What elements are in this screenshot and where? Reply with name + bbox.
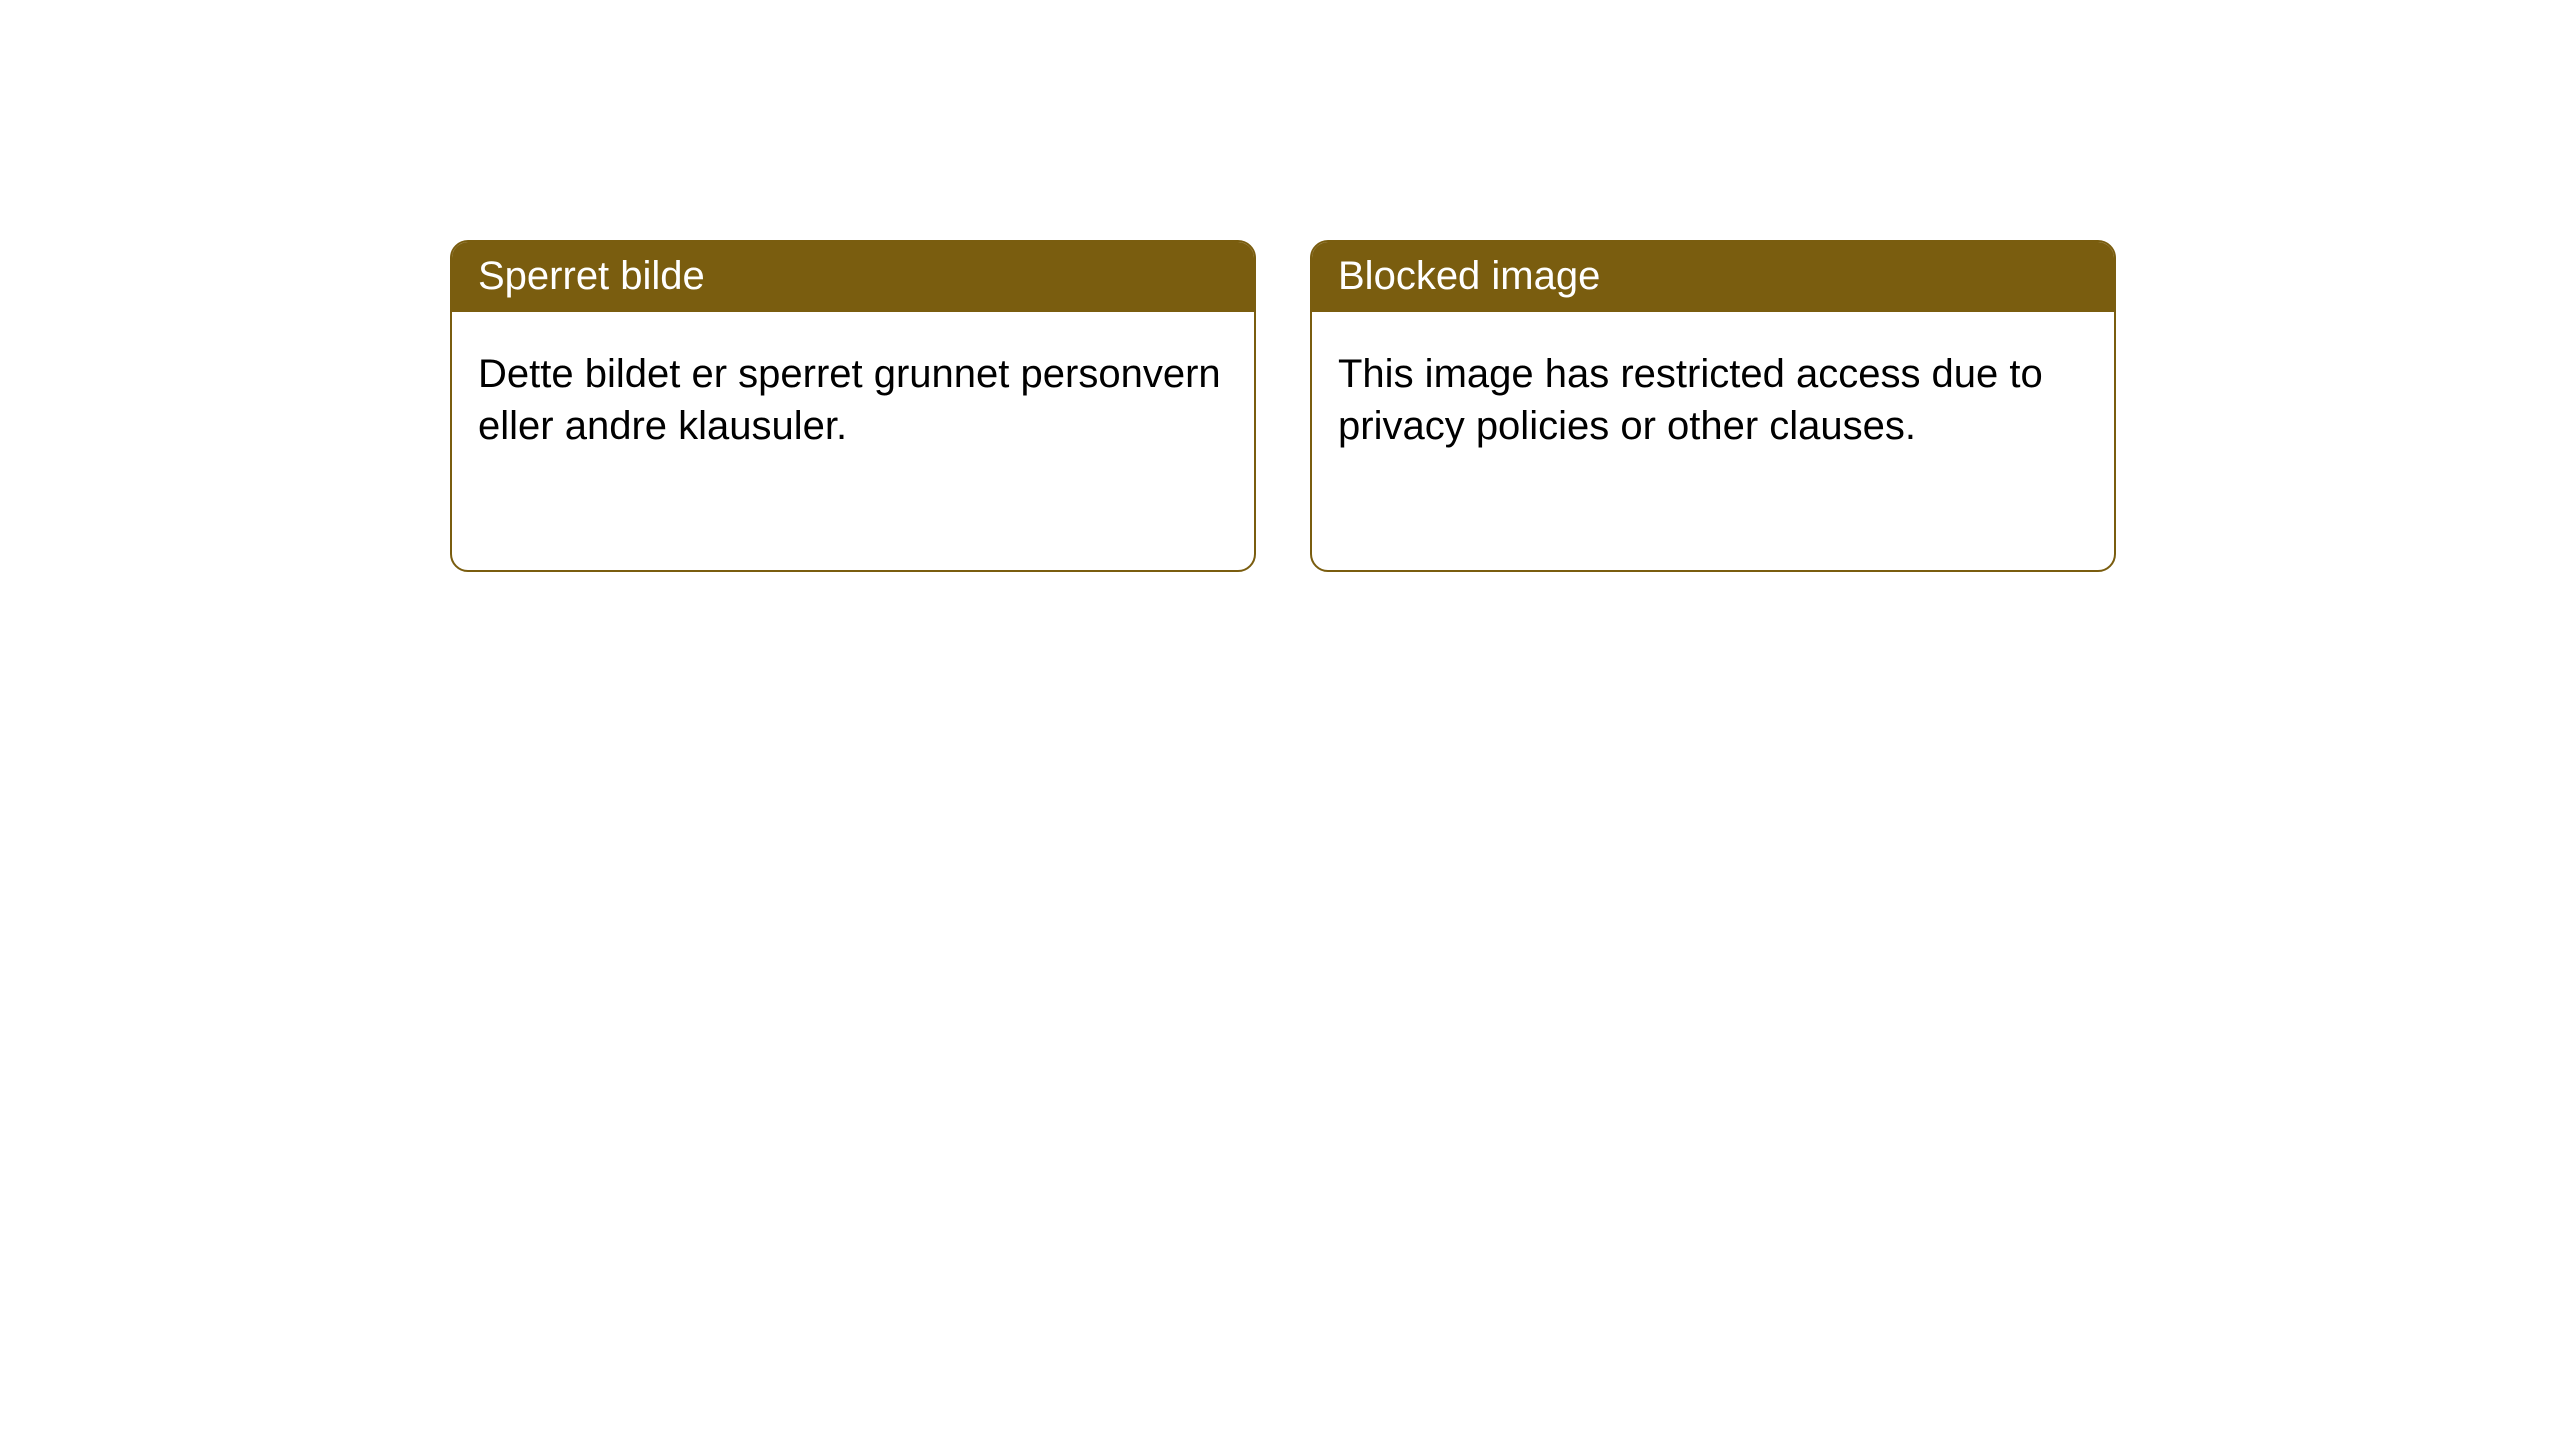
notice-body: Dette bildet er sperret grunnet personve… (452, 312, 1254, 488)
notice-title: Sperret bilde (452, 242, 1254, 312)
notice-card-english: Blocked image This image has restricted … (1310, 240, 2116, 572)
notice-container: Sperret bilde Dette bildet er sperret gr… (0, 0, 2560, 572)
notice-body: This image has restricted access due to … (1312, 312, 2114, 488)
notice-card-norwegian: Sperret bilde Dette bildet er sperret gr… (450, 240, 1256, 572)
notice-title: Blocked image (1312, 242, 2114, 312)
